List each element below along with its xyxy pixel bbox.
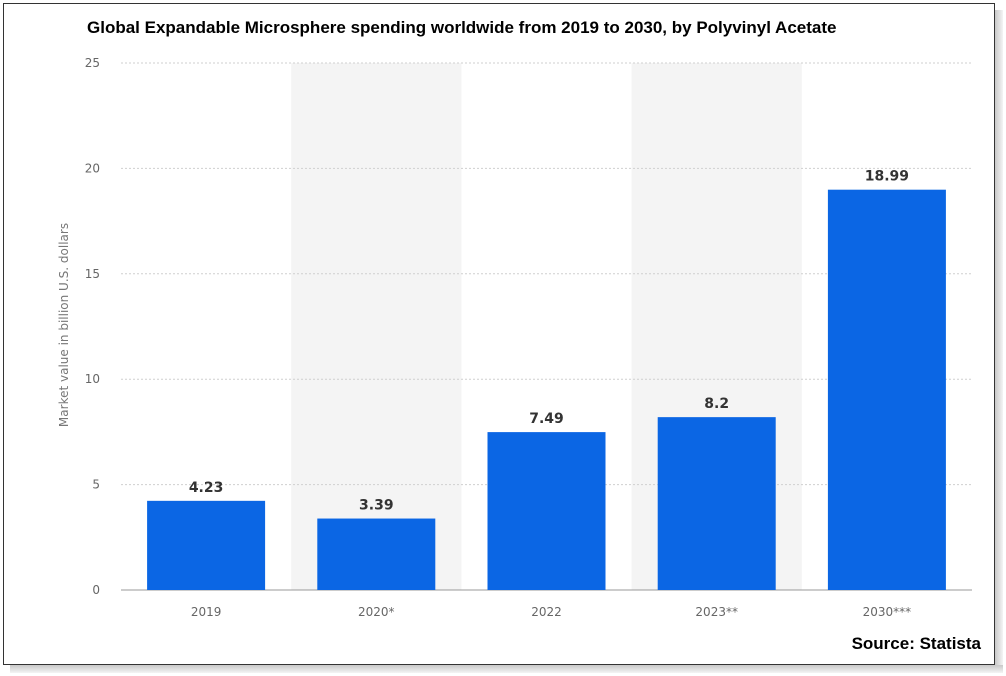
y-tick-label: 0 [92, 583, 100, 597]
y-tick-label: 25 [85, 56, 100, 70]
y-tick-label: 10 [85, 372, 100, 386]
x-tick-label: 2022 [531, 605, 562, 619]
x-tick-label: 2030*** [863, 605, 912, 619]
y-tick-label: 15 [85, 267, 100, 281]
bar [317, 518, 436, 590]
x-tick-label: 2023** [695, 605, 738, 619]
bar [657, 417, 776, 590]
frame-shadow-right [995, 10, 1003, 672]
x-axis-ticks: 2019 2020* 2022 2023** 2030*** [191, 605, 911, 619]
bars [147, 189, 946, 590]
bar [827, 189, 946, 590]
y-axis-label: Market value in billion U.S. dollars [57, 223, 71, 427]
frame-shadow-bottom [10, 665, 1003, 673]
data-label: 4.23 [189, 480, 224, 496]
x-tick-label: 2019 [191, 605, 222, 619]
background-band [291, 63, 462, 590]
x-tick-label: 2020* [358, 605, 395, 619]
y-tick-label: 5 [92, 478, 100, 492]
source-note: Source: Statista [851, 634, 981, 653]
data-labels: 4.23 3.39 7.49 8.2 18.99 [189, 169, 909, 514]
y-axis-ticks: 0 5 10 15 20 25 [85, 56, 100, 597]
y-tick-label: 20 [85, 161, 100, 175]
data-label: 18.99 [865, 169, 909, 185]
data-label: 3.39 [359, 498, 394, 514]
bar [487, 432, 606, 590]
data-label: 7.49 [529, 411, 564, 427]
data-label: 8.2 [704, 396, 729, 412]
chart-title: Global Expandable Microsphere spending w… [87, 18, 837, 37]
bar [147, 500, 266, 590]
